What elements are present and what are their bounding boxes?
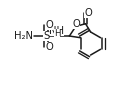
Text: NH: NH — [49, 26, 64, 36]
Text: S: S — [43, 31, 49, 41]
Text: O: O — [84, 8, 92, 18]
Text: H: H — [54, 29, 60, 38]
Text: O: O — [73, 19, 81, 29]
Text: O: O — [46, 42, 53, 52]
Text: H₂N: H₂N — [14, 31, 34, 41]
Text: O: O — [46, 20, 53, 30]
